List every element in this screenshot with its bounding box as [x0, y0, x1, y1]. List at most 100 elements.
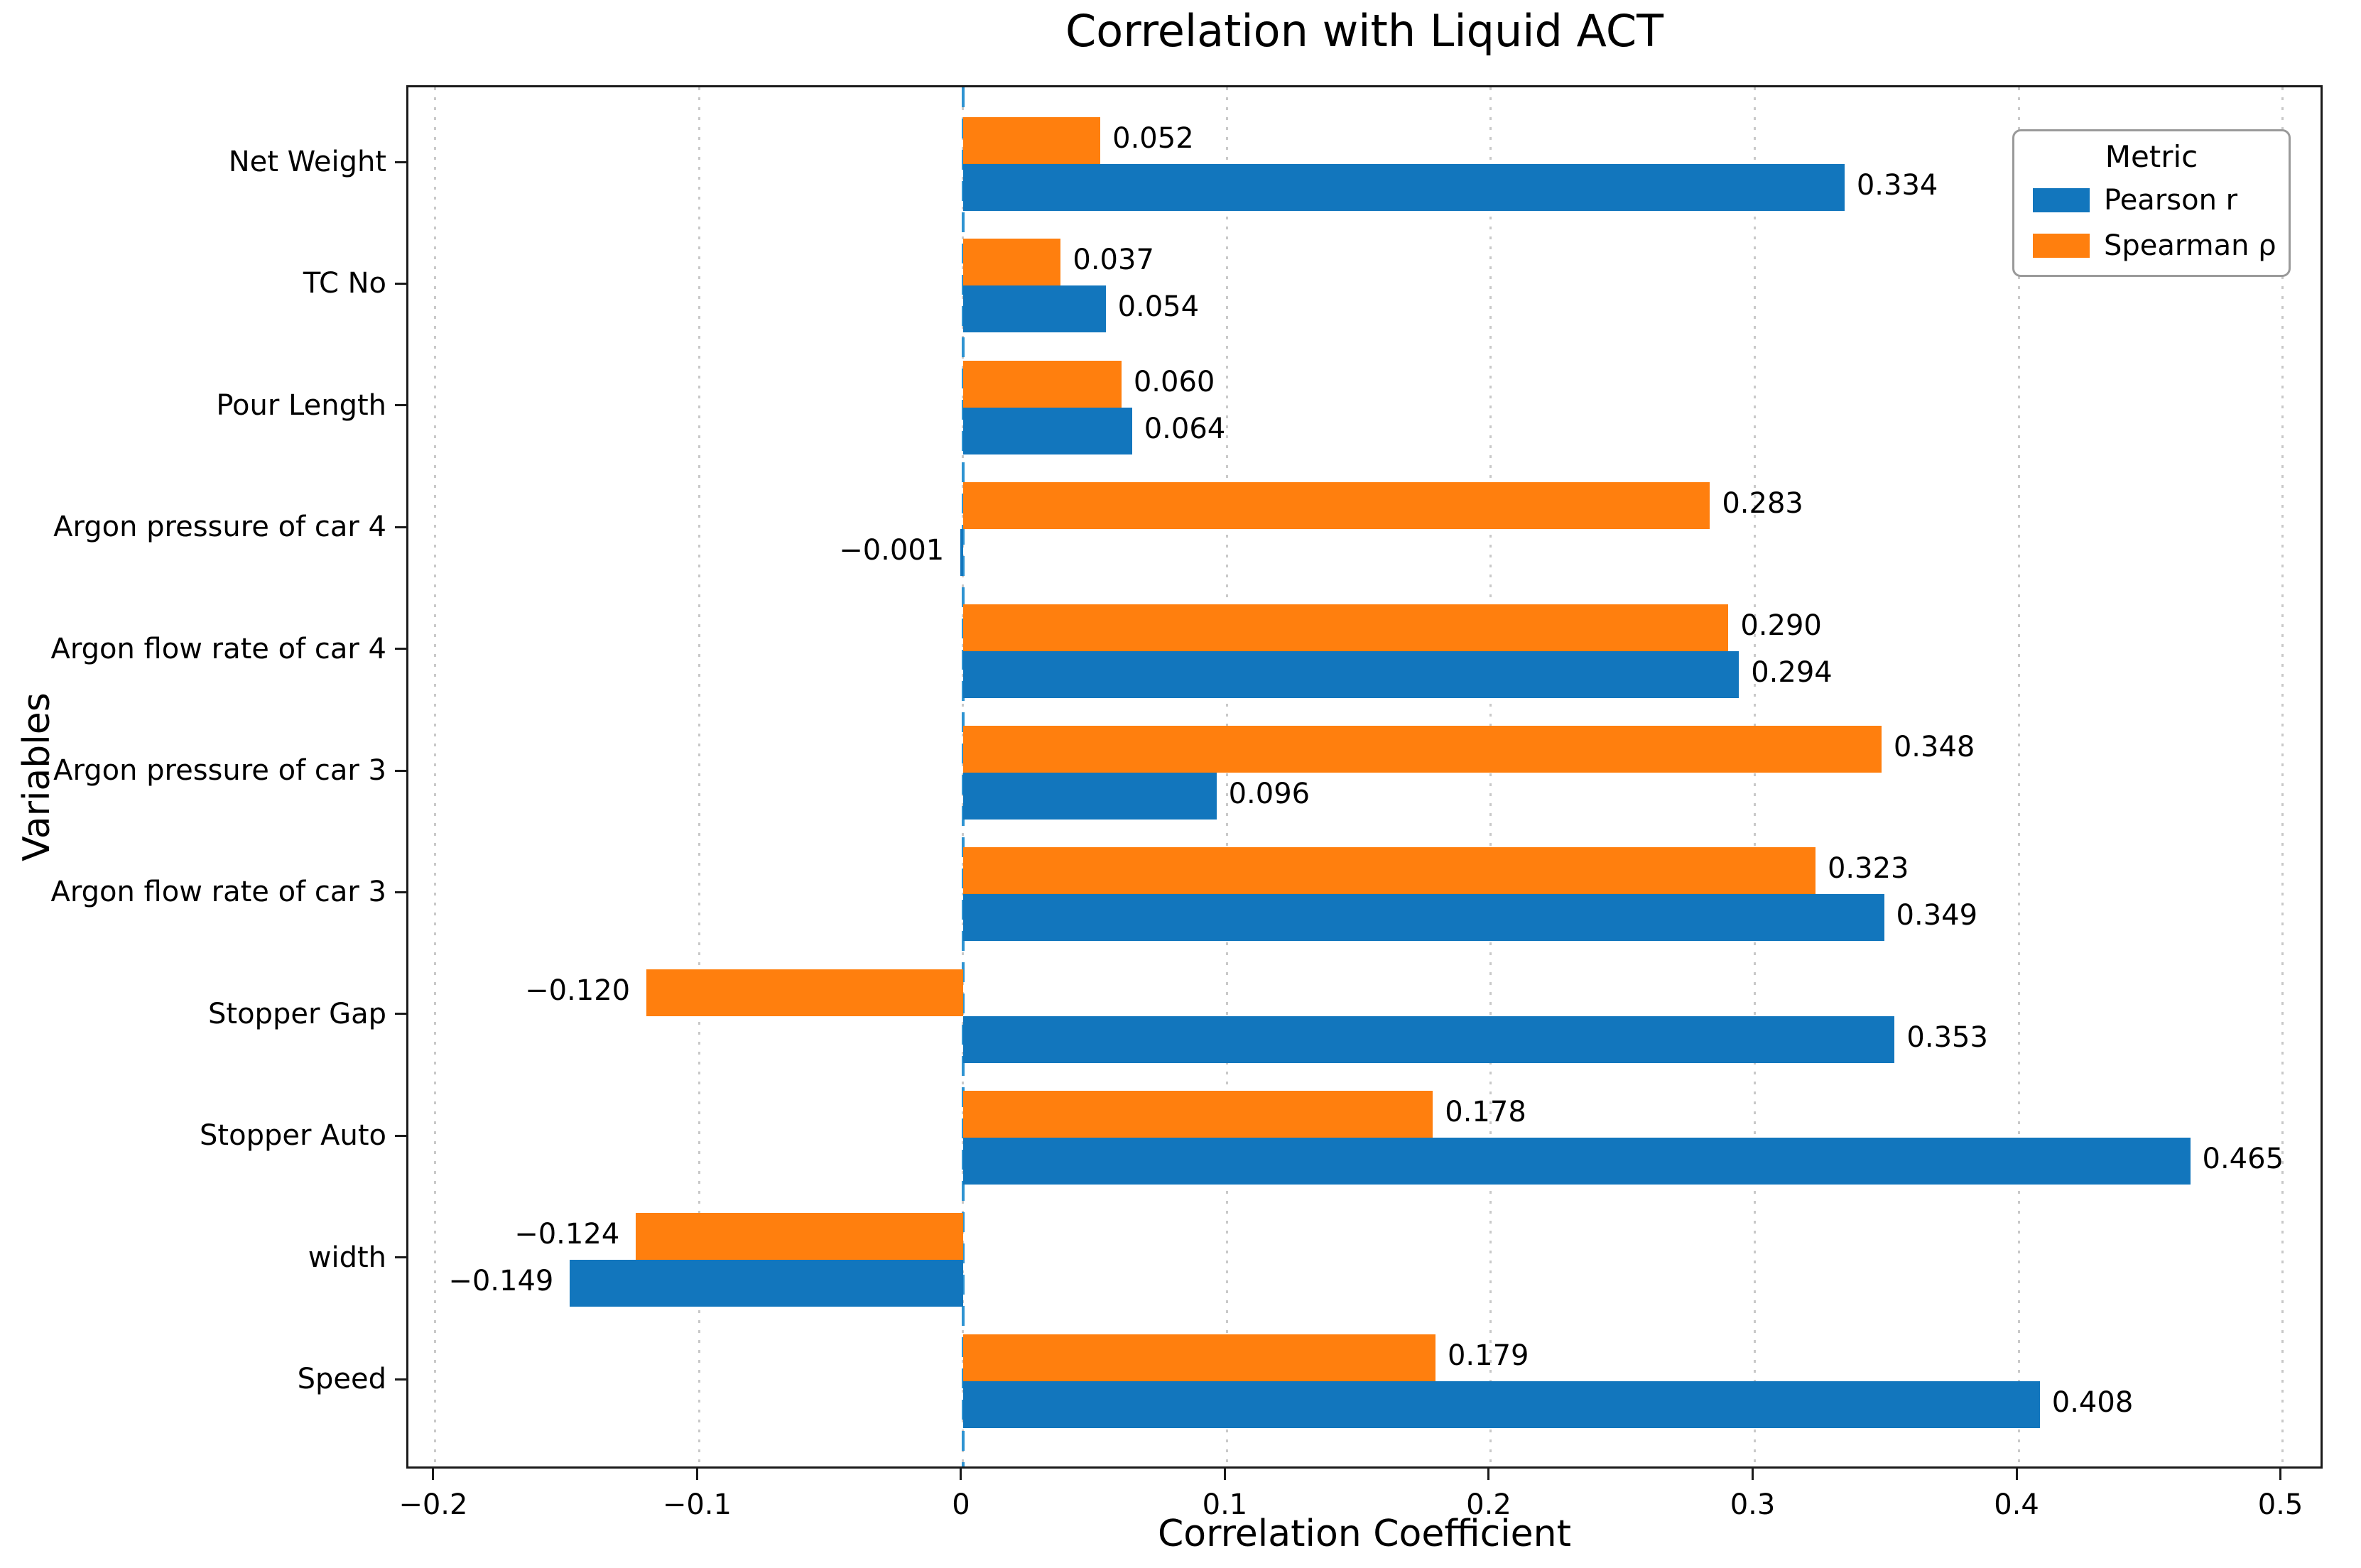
- gridline: [2017, 87, 2020, 1466]
- x-tick-label: 0.1: [1202, 1488, 1248, 1521]
- bar-value-label: 0.348: [1893, 731, 1975, 763]
- pearson-bar: [962, 1138, 2191, 1185]
- spearman-bar: [636, 1212, 963, 1260]
- category-label: Speed: [297, 1363, 386, 1395]
- x-tick-mark: [432, 1469, 435, 1480]
- bar-value-label: 0.064: [1144, 412, 1226, 445]
- bar-value-label: 0.037: [1073, 244, 1154, 277]
- category-label: Pour Length: [216, 388, 386, 422]
- x-tick-mark: [2279, 1469, 2282, 1480]
- spearman-bar: [646, 969, 963, 1016]
- bar-value-label: 0.294: [1751, 655, 1833, 689]
- x-tick-label: 0.4: [1994, 1488, 2039, 1521]
- x-tick-mark: [1487, 1469, 1490, 1480]
- x-tick-label: 0.2: [1466, 1488, 1511, 1521]
- y-tick-mark: [395, 1378, 406, 1381]
- pearson-swatch: [2033, 188, 2090, 212]
- y-tick-mark: [395, 282, 406, 285]
- x-tick-mark: [1752, 1469, 1754, 1480]
- x-tick-label: 0.5: [2257, 1488, 2303, 1521]
- pearson-bar: [962, 650, 1739, 698]
- spearman-bar: [962, 847, 1815, 895]
- y-tick-mark: [395, 769, 406, 772]
- y-tick-mark: [395, 1013, 406, 1016]
- gridline: [1489, 87, 1492, 1466]
- x-tick-mark: [2015, 1469, 2018, 1480]
- pearson-bar: [962, 285, 1106, 333]
- bar-value-label: 0.290: [1740, 609, 1822, 642]
- bar-value-label: 0.096: [1228, 778, 1310, 810]
- category-label: width: [308, 1241, 386, 1274]
- bar-value-label: −0.120: [525, 974, 631, 1007]
- x-axis-label: Correlation Coefficient: [1157, 1513, 1572, 1555]
- bar-value-label: 0.054: [1117, 290, 1200, 324]
- category-label: Argon flow rate of car 4: [50, 632, 386, 665]
- chart-title: Correlation with Liquid ACT: [1065, 5, 1664, 57]
- y-tick-mark: [395, 404, 406, 407]
- bar-value-label: 0.334: [1856, 169, 1938, 202]
- y-tick-mark: [395, 1134, 406, 1137]
- x-tick-label: 0.3: [1730, 1488, 1776, 1521]
- legend-title: Metric: [2105, 139, 2198, 174]
- x-tick-label: −0.1: [662, 1488, 732, 1521]
- legend-item-pearson: Pearson r: [2033, 185, 2237, 215]
- gridline: [2281, 87, 2284, 1466]
- legend-item-spearman: Spearman ρ: [2033, 231, 2276, 261]
- y-tick-mark: [395, 526, 406, 528]
- bar-value-label: 0.179: [1447, 1339, 1529, 1372]
- spearman-bar: [962, 117, 1101, 164]
- y-tick-mark: [395, 648, 406, 650]
- pearson-bar: [962, 1381, 2040, 1428]
- bar-value-label: 0.283: [1722, 487, 1803, 521]
- bar-value-label: 0.408: [2051, 1386, 2134, 1419]
- legend-label-pearson: Pearson r: [2104, 184, 2238, 217]
- bar-value-label: 0.349: [1896, 899, 1978, 932]
- pearson-bar: [962, 1016, 1895, 1063]
- bar-value-label: −0.149: [448, 1264, 554, 1297]
- category-label: Argon flow rate of car 3: [50, 876, 386, 909]
- bar-value-label: 0.353: [1906, 1020, 1988, 1054]
- plot-area: [406, 85, 2323, 1469]
- spearman-bar: [962, 604, 1729, 651]
- x-tick-mark: [695, 1469, 698, 1480]
- pearson-bar: [960, 529, 963, 577]
- y-tick-mark: [395, 891, 406, 893]
- gridline: [434, 87, 437, 1466]
- category-label: Stopper Gap: [208, 997, 386, 1030]
- gridline: [1225, 87, 1228, 1466]
- bar-value-label: 0.060: [1133, 365, 1215, 398]
- bar-value-label: 0.465: [2202, 1143, 2284, 1176]
- pearson-bar: [962, 407, 1132, 454]
- bar-value-label: −0.001: [839, 534, 945, 567]
- pearson-bar: [962, 773, 1217, 820]
- legend-label-spearman: Spearman ρ: [2104, 229, 2276, 262]
- y-tick-mark: [395, 160, 406, 163]
- spearman-bar: [962, 239, 1061, 286]
- x-tick-mark: [960, 1469, 962, 1480]
- spearman-swatch: [2033, 234, 2090, 258]
- gridline: [1754, 87, 1756, 1466]
- y-tick-mark: [395, 1256, 406, 1259]
- category-label: Stopper Auto: [200, 1119, 386, 1153]
- spearman-bar: [962, 482, 1710, 530]
- pearson-bar: [962, 894, 1884, 942]
- spearman-bar: [962, 1334, 1435, 1381]
- spearman-bar: [962, 360, 1122, 408]
- x-tick-label: 0: [952, 1488, 970, 1521]
- x-tick-label: −0.2: [398, 1488, 468, 1521]
- category-label: Argon pressure of car 3: [53, 754, 386, 787]
- gridline: [698, 87, 700, 1466]
- category-label: Net Weight: [228, 146, 386, 178]
- bar-value-label: 0.323: [1827, 852, 1909, 886]
- pearson-bar: [962, 164, 1845, 211]
- bar-value-label: 0.178: [1445, 1096, 1526, 1129]
- legend: Metric Pearson r Spearman ρ: [2012, 129, 2291, 277]
- pearson-bar: [570, 1259, 963, 1307]
- spearman-bar: [962, 1091, 1433, 1138]
- x-tick-mark: [1223, 1469, 1226, 1480]
- bar-value-label: 0.052: [1112, 122, 1194, 155]
- bar-value-label: −0.124: [514, 1217, 620, 1251]
- category-label: Argon pressure of car 4: [53, 511, 386, 544]
- category-label: TC No: [303, 267, 386, 300]
- spearman-bar: [962, 726, 1882, 773]
